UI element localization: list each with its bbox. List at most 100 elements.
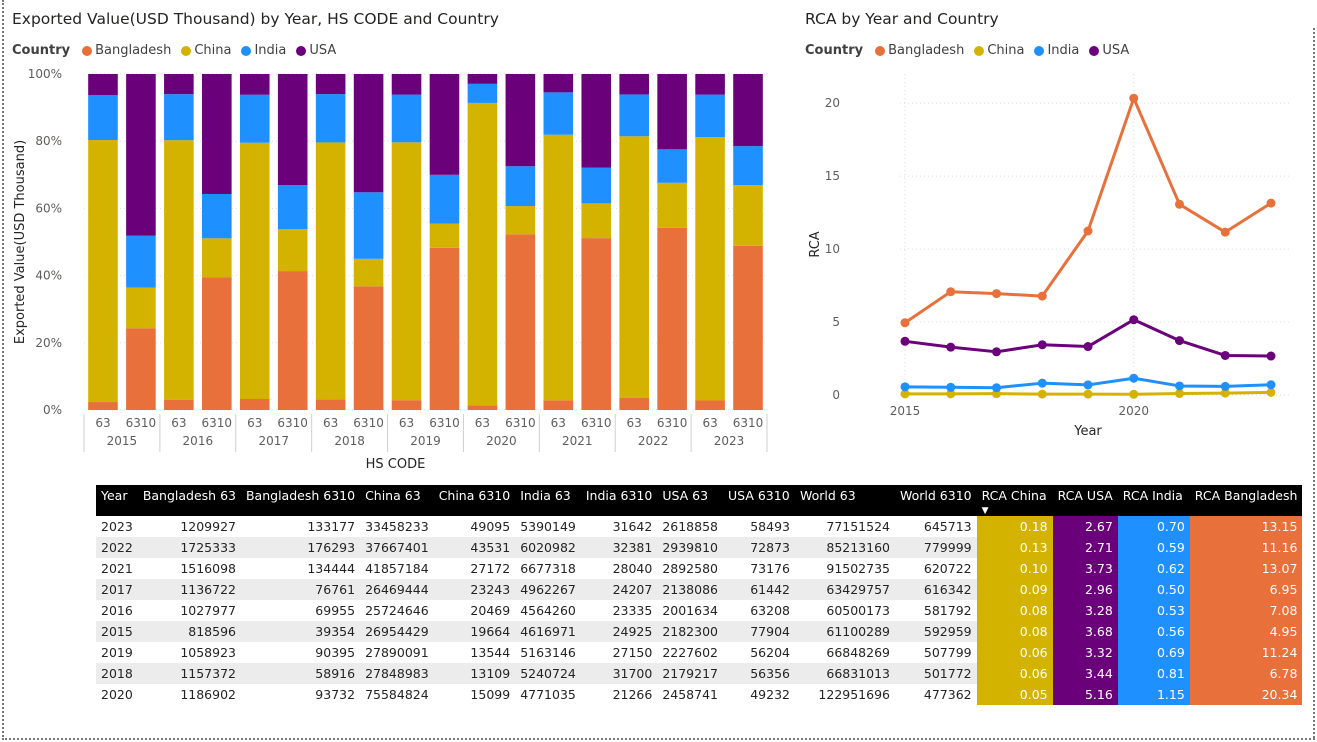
bar-segment-china[interactable]	[164, 140, 194, 400]
bar-segment-usa[interactable]	[657, 74, 687, 150]
bar-segment-china[interactable]	[467, 102, 498, 406]
bar-segment-usa[interactable]	[391, 74, 422, 95]
legend-item-bangladesh[interactable]: Bangladesh	[875, 43, 964, 58]
bar-segment-china[interactable]	[619, 136, 649, 399]
bar-segment-china[interactable]	[391, 142, 422, 401]
column-header[interactable]: China 6310	[433, 485, 516, 516]
table-row[interactable]: 2021 1516098 134444 41857184 27172 6677318 280…	[96, 558, 1303, 579]
bar-segment-china[interactable]	[88, 140, 118, 403]
bar-segment-usa[interactable]	[505, 74, 536, 167]
bar-segment-usa[interactable]	[619, 74, 649, 95]
point-china[interactable]	[946, 389, 956, 399]
point-usa[interactable]	[1220, 350, 1230, 360]
bar-segment-bangladesh[interactable]	[657, 227, 687, 410]
bar-segment-china[interactable]	[543, 134, 574, 401]
bar-segment-india[interactable]	[277, 185, 308, 230]
legend-item-bangladesh[interactable]: Bangladesh	[82, 43, 171, 58]
point-usa[interactable]	[1175, 336, 1184, 346]
bar-segment-bangladesh[interactable]	[315, 399, 346, 410]
bar-segment-china[interactable]	[202, 238, 232, 278]
legend-item-india[interactable]: India	[241, 43, 286, 58]
point-china[interactable]	[1129, 389, 1139, 399]
table-row[interactable]: 2023 1209927 133177 33458233 49095 5390149 316…	[96, 516, 1303, 537]
column-header[interactable]: China 63	[360, 485, 434, 516]
bar-segment-usa[interactable]	[88, 74, 118, 96]
column-header[interactable]: USA 6310	[723, 485, 795, 516]
bar-segment-china[interactable]	[353, 258, 384, 287]
point-india[interactable]	[1083, 380, 1093, 390]
bar-segment-india[interactable]	[467, 83, 498, 103]
table-row[interactable]: 2022 1725333 176293 37667401 43531 6020982 323…	[96, 537, 1303, 558]
column-header[interactable]: World 63	[795, 485, 895, 516]
bar-segment-usa[interactable]	[429, 74, 460, 175]
bar-segment-india[interactable]	[619, 94, 649, 137]
bar-segment-india[interactable]	[733, 146, 763, 186]
point-china[interactable]	[1175, 389, 1184, 399]
point-china[interactable]	[1220, 388, 1230, 398]
table-row[interactable]: 2015 818596 39354 26954429 19664 4616971 24925…	[96, 621, 1303, 642]
point-india[interactable]	[1037, 378, 1047, 388]
point-china[interactable]	[1083, 389, 1093, 399]
point-usa[interactable]	[1083, 342, 1093, 352]
bar-segment-china[interactable]	[277, 229, 308, 272]
column-header[interactable]: Year	[96, 485, 138, 516]
table-row[interactable]: 2020 1186902 93732 75584824 15099 4771035 2126…	[96, 684, 1303, 705]
bar-segment-china[interactable]	[657, 182, 687, 228]
bar-segment-bangladesh[interactable]	[391, 400, 422, 410]
point-bangladesh[interactable]	[1083, 226, 1093, 236]
point-china[interactable]	[900, 389, 910, 399]
bar-segment-india[interactable]	[543, 92, 574, 135]
bar-segment-bangladesh[interactable]	[277, 271, 308, 410]
bar-segment-bangladesh[interactable]	[695, 400, 725, 410]
table-row[interactable]: 2018 1157372 58916 27848983 13109 5240724 3170…	[96, 663, 1303, 684]
column-header[interactable]: USA 63	[657, 485, 723, 516]
bar-segment-india[interactable]	[505, 166, 536, 207]
point-bangladesh[interactable]	[900, 318, 910, 328]
bar-segment-usa[interactable]	[239, 74, 270, 95]
point-china[interactable]	[1266, 387, 1276, 397]
bar-segment-usa[interactable]	[733, 74, 763, 147]
bar-segment-bangladesh[interactable]	[353, 286, 384, 410]
legend-item-usa[interactable]: USA	[296, 43, 336, 58]
bar-segment-bangladesh[interactable]	[467, 405, 498, 410]
bar-segment-bangladesh[interactable]	[733, 245, 763, 410]
bar-segment-china[interactable]	[505, 206, 536, 235]
point-india[interactable]	[992, 383, 1001, 393]
bar-segment-bangladesh[interactable]	[126, 328, 156, 410]
bar-segment-usa[interactable]	[695, 74, 725, 95]
bar-segment-bangladesh[interactable]	[429, 247, 460, 410]
bar-segment-china[interactable]	[315, 142, 346, 400]
point-india[interactable]	[900, 382, 910, 392]
bar-segment-india[interactable]	[581, 167, 612, 204]
bar-segment-india[interactable]	[239, 94, 270, 143]
point-bangladesh[interactable]	[946, 287, 956, 297]
bar-segment-usa[interactable]	[353, 74, 384, 193]
point-bangladesh[interactable]	[1266, 198, 1276, 208]
bar-segment-bangladesh[interactable]	[88, 402, 118, 410]
bar-segment-usa[interactable]	[164, 74, 194, 95]
point-usa[interactable]	[1129, 315, 1139, 325]
column-header[interactable]: Bangladesh 63	[137, 485, 241, 516]
point-bangladesh[interactable]	[1037, 291, 1047, 301]
point-bangladesh[interactable]	[1129, 93, 1139, 103]
bar-segment-india[interactable]	[429, 174, 460, 224]
bar-segment-usa[interactable]	[581, 74, 612, 168]
bar-segment-usa[interactable]	[543, 74, 574, 93]
column-header[interactable]: RCA Bangladesh	[1189, 485, 1303, 516]
column-header[interactable]: RCA India	[1117, 485, 1190, 516]
table-row[interactable]: 2017 1136722 76761 26469444 23243 4962267 2420…	[96, 579, 1303, 600]
bar-segment-china[interactable]	[126, 287, 156, 329]
bar-segment-india[interactable]	[695, 94, 725, 138]
legend-item-china[interactable]: China	[974, 43, 1024, 58]
column-header[interactable]: RCA China ▼	[976, 485, 1053, 516]
table-row[interactable]: 2016 1027977 69955 25724646 20469 4564260 2333…	[96, 600, 1303, 621]
bar-segment-usa[interactable]	[277, 74, 308, 186]
point-india[interactable]	[1129, 373, 1139, 383]
bar-segment-bangladesh[interactable]	[202, 277, 232, 410]
bar-segment-china[interactable]	[581, 203, 612, 239]
legend-item-usa[interactable]: USA	[1089, 43, 1129, 58]
column-header[interactable]: Bangladesh 6310	[240, 485, 361, 516]
bar-segment-bangladesh[interactable]	[543, 400, 574, 410]
bar-segment-india[interactable]	[315, 94, 346, 143]
bar-segment-india[interactable]	[657, 149, 687, 183]
